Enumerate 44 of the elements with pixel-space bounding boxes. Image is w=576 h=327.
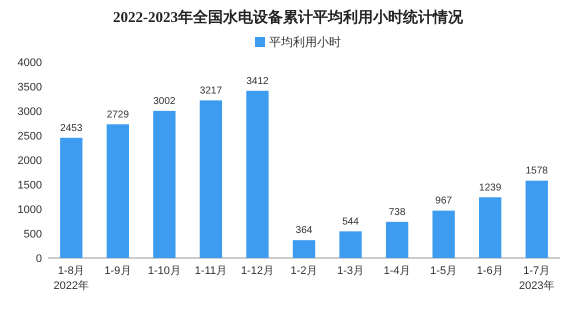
data-label: 967: [435, 196, 452, 207]
data-label: 738: [388, 206, 406, 218]
y-tick-label: 1500: [18, 180, 42, 192]
bar: [526, 180, 548, 258]
x-tick-label: 1-6月: [476, 265, 504, 277]
x-tick-label: 1-5月: [430, 265, 458, 277]
data-label: 3412: [246, 76, 270, 87]
bar: [292, 240, 316, 258]
x-tick-label: 1-11月: [194, 265, 228, 277]
chart-title: 2022-2023年全国水电设备累计平均利用小时统计情况: [113, 9, 464, 26]
y-tick-label: 2000: [18, 155, 42, 167]
bar: [153, 110, 176, 258]
y-tick-label: 3000: [18, 106, 42, 118]
bar: [432, 210, 455, 258]
data-label: 2729: [106, 109, 130, 120]
data-label: 3002: [153, 96, 176, 107]
bar: [479, 197, 502, 258]
y-tick-label: 2500: [18, 130, 42, 142]
bar: [200, 100, 222, 258]
x-tick-label: 1-4月: [384, 265, 411, 277]
data-label: 1239: [479, 182, 502, 194]
y-tick-label: 500: [24, 228, 42, 240]
y-tick-label: 3500: [18, 82, 42, 94]
x-tick-label: 1-12月: [240, 265, 274, 277]
x-tick-label: 1-2月: [290, 265, 318, 277]
data-label: 364: [296, 225, 313, 236]
x-tick-label: 1-8月 2022年: [54, 265, 90, 292]
x-tick-label: 1-7月 2023年: [518, 265, 554, 292]
y-tick-label: 4000: [18, 57, 42, 69]
x-tick-label: 1-10月: [148, 265, 181, 277]
bar: [246, 90, 269, 258]
y-tick-label: 1000: [18, 204, 42, 216]
bar: [339, 231, 362, 258]
legend-label: 平均利用小时: [269, 35, 341, 49]
bar: [60, 138, 82, 258]
bar: [106, 124, 129, 258]
x-tick-label: 1-3月: [337, 265, 364, 277]
x-tick-label: 1-9月: [104, 265, 132, 277]
data-label: 1578: [526, 166, 548, 177]
data-label: 3217: [200, 85, 222, 96]
bar: [386, 222, 408, 258]
y-tick-label: 0: [36, 253, 42, 265]
data-label: 544: [342, 216, 360, 228]
data-label: 2453: [60, 122, 83, 134]
